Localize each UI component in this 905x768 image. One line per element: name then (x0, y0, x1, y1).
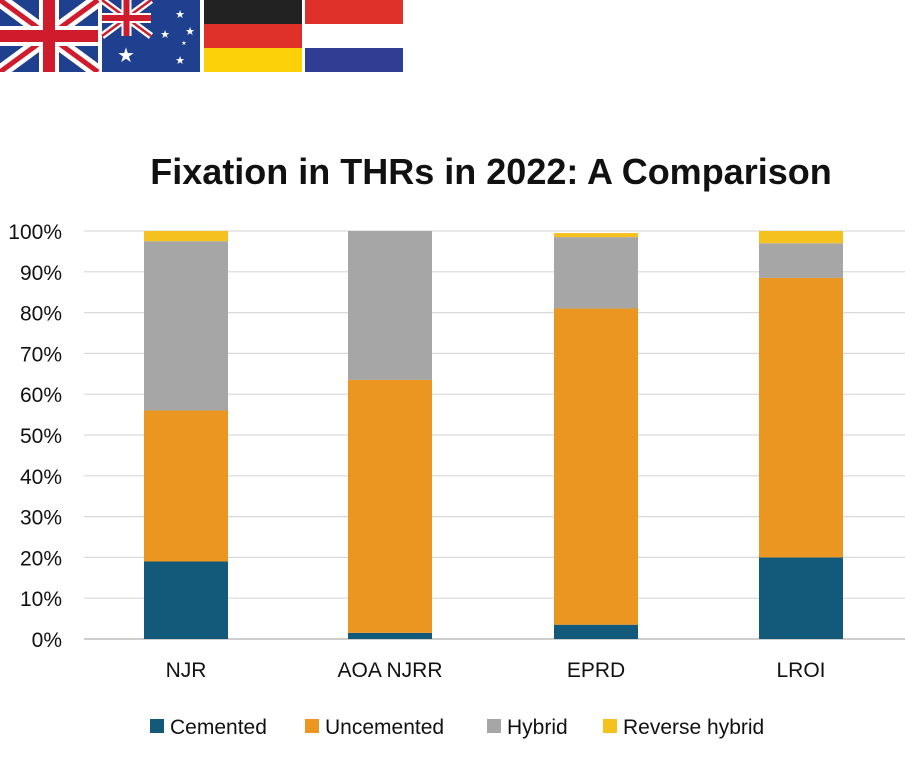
chart-title: Fixation in THRs in 2022: A Comparison (150, 151, 831, 192)
legend-swatch (603, 719, 617, 733)
x-category-label: LROI (776, 659, 825, 682)
bar-segment (554, 233, 638, 238)
flags-strip: ★ ★ ★ ★ ★ ★ (0, 0, 403, 72)
netherlands-flag-icon (305, 0, 403, 72)
bar-segment (348, 231, 432, 380)
x-axis-categories: NJR AOA NJRR EPRD LROI (166, 659, 826, 682)
legend-label: Cemented (170, 716, 267, 739)
y-tick-label: 50% (20, 425, 62, 448)
y-tick-label: 70% (20, 343, 62, 366)
bar-segment (759, 557, 843, 639)
svg-text:★: ★ (185, 26, 195, 38)
bar-segment (144, 231, 228, 242)
bar-segment (554, 624, 638, 639)
bar-segment (759, 243, 843, 278)
svg-text:★: ★ (160, 29, 170, 41)
bar-segment (348, 379, 432, 633)
x-category-label: NJR (166, 659, 207, 682)
bar-segment (759, 231, 843, 244)
legend-swatch (150, 719, 164, 733)
y-tick-label: 100% (8, 221, 62, 244)
bar-segment (554, 237, 638, 309)
y-tick-label: 10% (20, 588, 62, 611)
y-tick-label: 0% (32, 629, 62, 652)
y-axis-ticks: 0% 10% 20% 30% 40% 50% 60% 70% 80% 90% 100% (8, 221, 62, 652)
bar-segment (144, 410, 228, 562)
x-category-label: EPRD (567, 659, 625, 682)
svg-text:★: ★ (175, 55, 185, 67)
y-tick-label: 20% (20, 547, 62, 570)
legend-label: Reverse hybrid (623, 716, 764, 739)
x-category-label: AOA NJRR (337, 659, 442, 682)
y-tick-label: 80% (20, 303, 62, 326)
bar-segment (144, 241, 228, 411)
germany-flag-icon (204, 0, 302, 72)
legend-label: Hybrid (507, 716, 568, 739)
svg-text:★: ★ (175, 9, 185, 21)
bars (144, 231, 843, 639)
svg-text:★: ★ (181, 40, 186, 47)
legend-swatch (487, 719, 501, 733)
legend: Cemented Uncemented Hybrid Reverse hybrid (150, 716, 764, 739)
y-tick-label: 40% (20, 466, 62, 489)
bar-segment (144, 561, 228, 639)
australia-flag-icon: ★ ★ ★ ★ ★ ★ (99, 0, 200, 72)
svg-text:★: ★ (117, 45, 135, 67)
legend-swatch (305, 719, 319, 733)
y-tick-label: 30% (20, 507, 62, 530)
y-tick-label: 90% (20, 262, 62, 285)
legend-label: Uncemented (325, 716, 444, 739)
bar-segment (348, 632, 432, 639)
bar-segment (554, 308, 638, 625)
uk-flag-icon (0, 0, 103, 72)
y-tick-label: 60% (20, 384, 62, 407)
bar-segment (759, 277, 843, 558)
